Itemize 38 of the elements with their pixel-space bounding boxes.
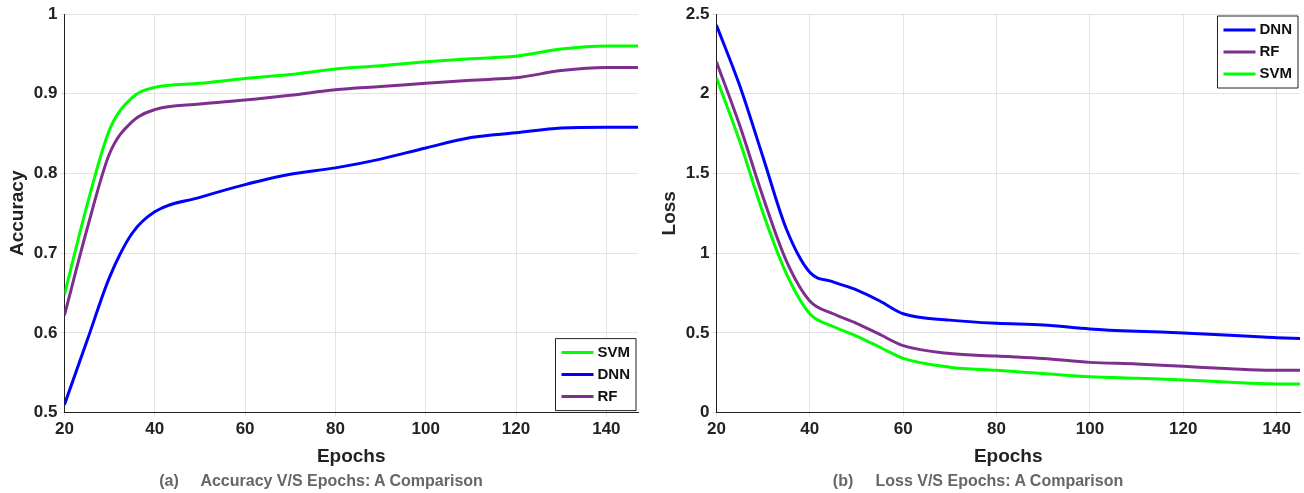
legend-label: RF	[1259, 42, 1280, 60]
x-tick-label: 60	[235, 419, 255, 439]
x-tick-label: 140	[1262, 419, 1291, 439]
text: (a) Accuracy V/S Epochs: A Comparison	[159, 471, 483, 489]
y-tick-label: 1.5	[685, 163, 710, 183]
x-axis-title: Epochs	[316, 444, 386, 466]
legend-label: SVM	[597, 342, 631, 360]
x-tick-label: 60	[893, 419, 913, 439]
x-tick-label: 80	[325, 419, 345, 439]
y-tick-label: 0.7	[33, 242, 58, 262]
x-tick-label: 40	[800, 419, 820, 439]
y-tick-label: 0.9	[33, 83, 58, 103]
legend-label: DNN	[1259, 20, 1292, 38]
legend-label: DNN	[597, 364, 630, 382]
y-axis-title: Loss	[657, 191, 679, 236]
x-tick-label: 120	[1169, 419, 1198, 439]
y-tick-label: 0.5	[685, 322, 710, 342]
y-tick-label: 2	[699, 83, 710, 103]
x-axis-title: Epochs	[973, 444, 1043, 466]
x-tick-label: 20	[706, 419, 726, 439]
x-tick-label: 100	[1075, 419, 1105, 439]
y-tick-label: 1	[47, 3, 58, 23]
x-tick-label: 80	[987, 419, 1007, 439]
legend-label: SVM	[1259, 64, 1293, 82]
x-tick-label: 40	[145, 419, 165, 439]
y-tick-label: 1	[699, 242, 710, 262]
x-tick-label: 120	[501, 419, 531, 439]
x-tick-label: 100	[411, 419, 440, 439]
y-tick-label: 0.6	[33, 322, 58, 342]
legend-label: RF	[597, 386, 618, 404]
text: (b) Loss V/S Epochs: A Comparison	[832, 471, 1124, 489]
y-tick-label: 0.8	[33, 163, 58, 183]
x-tick-label: 140	[592, 419, 621, 439]
y-tick-label: 2.5	[685, 3, 710, 23]
y-tick-label: 0.5	[33, 402, 58, 422]
x-tick-label: 20	[54, 419, 74, 439]
y-tick-label: 0	[699, 402, 710, 422]
y-axis-title: Accuracy	[5, 170, 27, 257]
